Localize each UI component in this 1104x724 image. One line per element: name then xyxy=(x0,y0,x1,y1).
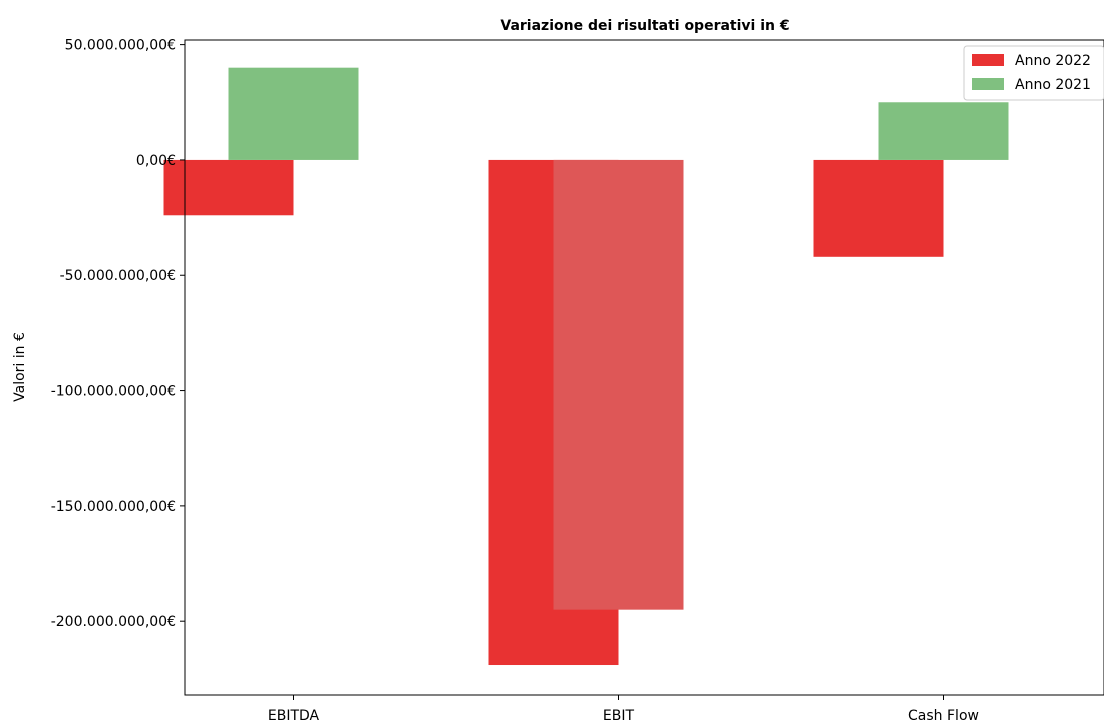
y-tick-label: 0,00€ xyxy=(136,153,176,169)
legend-label: Anno 2022 xyxy=(1015,53,1091,69)
chart-title: Variazione dei risultati operativi in € xyxy=(500,18,789,34)
y-tick-label: -100.000.000,00€ xyxy=(51,384,176,400)
legend-label: Anno 2021 xyxy=(1015,77,1091,93)
plot-frame xyxy=(184,39,1104,696)
x-tick-label: EBIT xyxy=(603,708,635,724)
y-axis: 50.000.000,00€ 0,00€ -50.000.000,00€ -100.0… xyxy=(51,38,185,630)
y-tick-label: -150.000.000,00€ xyxy=(51,499,176,515)
bar-ebit-series-2 xyxy=(553,159,684,610)
y-axis-label: Valori in € xyxy=(12,332,28,402)
y-tick-label: -50.000.000,00€ xyxy=(60,268,176,284)
y-tick-label: -200.000.000,00€ xyxy=(51,614,176,630)
legend: Anno 2022 Anno 2021 xyxy=(963,45,1104,101)
bar-ebitda-series-1 xyxy=(163,159,294,216)
x-tick-label: Cash Flow xyxy=(908,708,979,724)
bar-ebitda-series-2 xyxy=(228,67,359,160)
bar-cash-flow-series-1 xyxy=(813,159,944,257)
x-axis: EBITDA EBIT Cash Flow xyxy=(268,695,979,724)
bars-group xyxy=(163,67,1009,666)
legend-swatch xyxy=(972,54,1004,66)
legend-swatch xyxy=(972,78,1004,90)
y-tick-label: 50.000.000,00€ xyxy=(65,38,176,54)
x-tick-label: EBITDA xyxy=(268,708,320,724)
bar-cash-flow-series-2 xyxy=(878,102,1009,160)
